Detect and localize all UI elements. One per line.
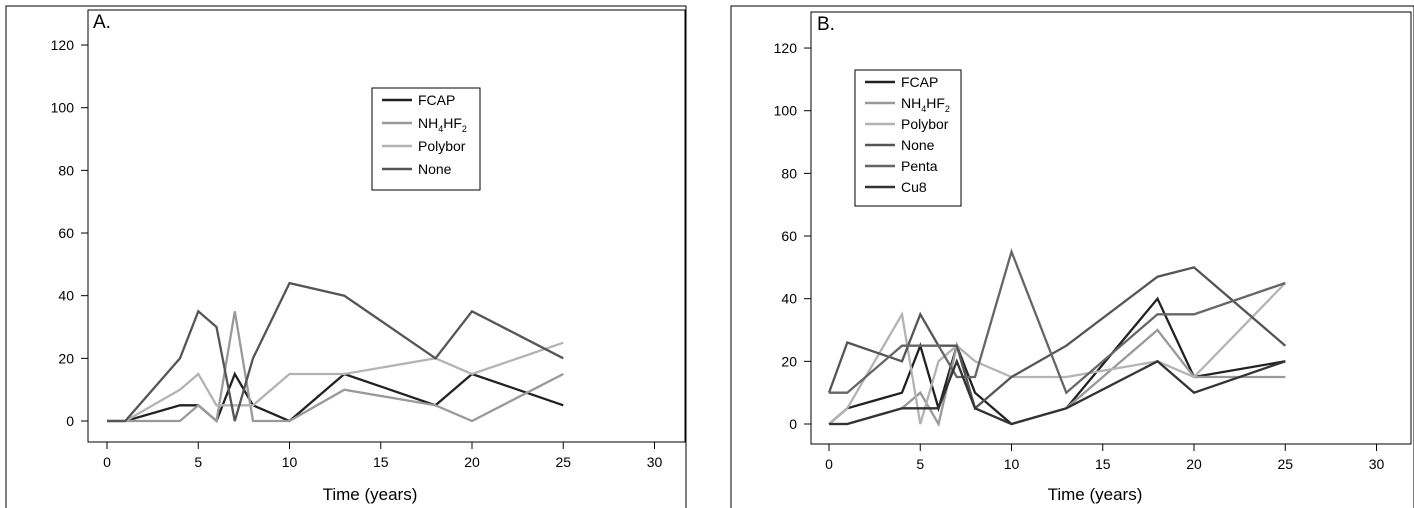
panel-frame xyxy=(730,5,1414,508)
y-tick-label: 40 xyxy=(781,291,797,307)
x-tick-label: 5 xyxy=(916,456,924,472)
legend-label: FCAP xyxy=(418,92,455,108)
series-line-cu8 xyxy=(829,358,1286,426)
series-line-polybor xyxy=(828,282,1287,425)
x-tick-label: 0 xyxy=(825,456,833,472)
y-tick-label: 120 xyxy=(774,40,798,56)
legend-label: Cu8 xyxy=(901,179,927,195)
y-tick-label: 100 xyxy=(51,100,75,116)
y-tick-label: 60 xyxy=(781,228,797,244)
plot-area xyxy=(810,11,1412,445)
x-tick-label: 15 xyxy=(1095,456,1111,472)
legend-label: None xyxy=(901,137,935,153)
x-tick-label: 25 xyxy=(555,454,571,470)
y-tick-label: 80 xyxy=(781,165,797,181)
x-tick-label: 30 xyxy=(1369,456,1385,472)
legend: FCAP NH4HF2 Polybor None Penta Cu8 xyxy=(854,69,962,207)
series-line-penta xyxy=(829,248,1286,395)
y-tick-label: 40 xyxy=(58,288,74,304)
x-axis-label: Time (years) xyxy=(323,485,418,504)
x-tick-label: 25 xyxy=(1277,456,1293,472)
chart-title: B. xyxy=(817,14,835,35)
y-tick-label: 0 xyxy=(66,413,74,429)
x-tick-label: 10 xyxy=(282,454,298,470)
x-axis-label: Time (years) xyxy=(1048,485,1143,504)
series-line-none xyxy=(107,281,564,423)
x-tick-label: 20 xyxy=(464,454,480,470)
legend-label: None xyxy=(418,161,452,177)
y-tick-label: 120 xyxy=(51,37,75,53)
panel-frame xyxy=(5,5,687,508)
legend-box xyxy=(854,69,962,207)
legend-label: FCAP xyxy=(901,74,938,90)
legend-label: NH4HF2 xyxy=(901,95,950,114)
plot-area xyxy=(87,9,686,443)
series-line-polybor xyxy=(107,341,564,423)
legend-label: Penta xyxy=(901,158,938,174)
legend-label: NH4HF2 xyxy=(418,115,467,134)
x-tick-label: 5 xyxy=(194,454,202,470)
y-tick-label: 80 xyxy=(58,162,74,178)
x-tick-label: 30 xyxy=(647,454,663,470)
legend: FCAP NH4HF2 Polybor None xyxy=(371,87,481,191)
y-tick-label: 100 xyxy=(774,103,798,119)
x-tick-label: 0 xyxy=(103,454,111,470)
x-tick-label: 10 xyxy=(1004,456,1020,472)
y-tick-label: 20 xyxy=(58,350,74,366)
y-tick-label: 60 xyxy=(58,225,74,241)
chart-panel-b: 0 5 10 15 20 25 30 0 20 40 60 80 100 120 B. Time (years… xyxy=(730,5,1414,508)
legend-label: Polybor xyxy=(901,116,949,132)
y-tick-label: 0 xyxy=(789,416,797,432)
chart-panel-a: 0 5 10 15 20 25 30 0 20 40 60 80 100 120 A. Time (years… xyxy=(5,5,687,508)
x-tick-label: 15 xyxy=(373,454,389,470)
y-tick-label: 20 xyxy=(781,353,797,369)
series-line-none xyxy=(827,266,1287,411)
legend-box xyxy=(371,87,481,191)
chart-title: A. xyxy=(93,12,111,33)
series-line-nh4hf2 xyxy=(107,311,564,424)
x-tick-label: 20 xyxy=(1186,456,1202,472)
series-line-fcap xyxy=(107,371,564,423)
legend-label: Polybor xyxy=(418,138,466,154)
series-line-fcap xyxy=(828,296,1286,426)
